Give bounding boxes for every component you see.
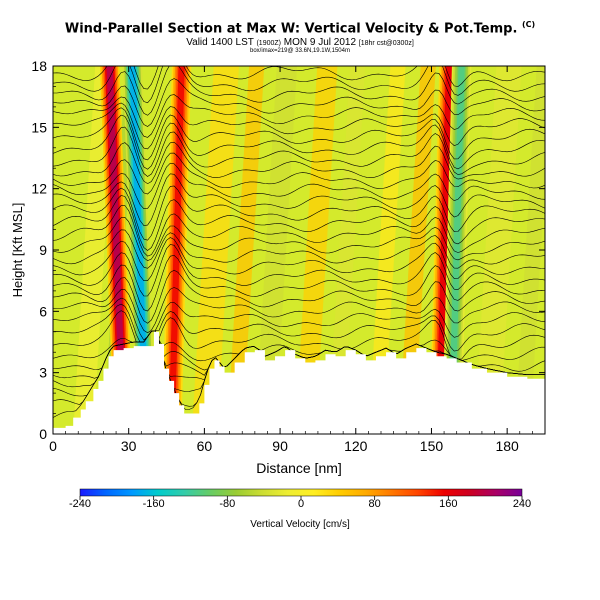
velocity-band [328,66,366,434]
theta-contour [53,244,545,297]
chart-subtitle: Valid 1400 LST (1900Z) MON 9 Jul 2012 [1… [0,37,600,48]
y-tick-label: 6 [39,303,47,319]
valid-time-utc: (1900Z) [256,40,281,47]
theta-contour [53,162,545,210]
valid-time: Valid 1400 LST [186,37,254,48]
theta-contour [53,330,545,362]
theta-contour [53,310,545,360]
plot-area [53,66,545,434]
theta-contour [53,66,545,104]
y-tick-label: 9 [39,242,47,258]
theta-contour [53,195,545,251]
y-axis: 0 3 6 9 12 15 18 [31,58,545,442]
chart-title-text: Wind-Parallel Section at Max W: Vertical… [64,21,518,37]
y-axis-label: Height [Kft MSL] [10,203,25,298]
valid-date: MON 9 Jul 2012 [283,37,357,48]
theta-contour [53,287,545,334]
terrain [53,331,545,434]
colorbar-tick-label: 0 [298,498,304,510]
x-axis: 0 30 60 90 120 150 180 [49,66,533,454]
theta-contour [53,66,545,116]
y-tick-label: 3 [39,365,47,381]
theta-contour [53,297,545,341]
colorbar-ticks: -240 -160 -80 0 80 160 240 [69,496,531,510]
x-tick-label: 180 [495,438,519,454]
velocity-band [254,66,298,434]
x-tick-label: 90 [272,438,288,454]
location-info: box/imax=219@ 33.6N,19.1W,1504m [250,48,350,54]
y-tick-label: 0 [39,426,47,442]
colorbar-tick-label: 80 [369,498,381,510]
colorbar-tick-label: 240 [513,498,531,510]
theta-contour [53,66,545,90]
velocity-band [398,66,436,434]
title-mark: (C) [521,20,536,29]
y-tick-label: 15 [31,119,47,135]
y-tick-label: 18 [31,58,47,74]
theta-contour [53,152,545,195]
theta-contour [53,114,545,170]
velocity-band [514,66,545,434]
theta-contour [53,254,545,312]
theta-contour [53,78,545,127]
velocity-core [448,66,465,434]
theta-contour [53,102,545,150]
velocity-core [106,66,127,434]
velocity-core [168,66,185,434]
y-tick-label: 12 [31,181,47,197]
theta-contour [53,216,545,262]
theta-contour [53,237,545,281]
theta-contour [53,229,545,269]
colorbar-tick-label: -240 [69,498,91,510]
theta-contour [53,269,545,324]
colorbar [79,488,523,497]
theta-contours [53,66,545,418]
x-tick-label: 120 [344,438,368,454]
velocity-band [474,66,522,434]
colorbar-tick-label: -80 [219,498,235,510]
theta-contour [53,107,545,161]
theta-contour [53,173,545,226]
theta-contour [53,303,545,352]
theta-contour [53,94,545,138]
colorbar-tick-label: -160 [143,498,165,510]
velocity-band [368,66,406,434]
theta-contour [53,141,545,185]
theta-contour [53,185,545,241]
colorbar-label: Vertical Velocity [cm/s] [250,519,350,530]
theta-contour [53,126,545,177]
x-tick-label: 150 [420,438,444,454]
x-tick-label: 30 [121,438,137,454]
colorbar-tick-label: 160 [439,498,457,510]
forecast-info: [18hr cst@0300z] [358,40,414,47]
x-tick-label: 0 [49,438,57,454]
x-tick-label: 60 [197,438,213,454]
chart-title: Wind-Parallel Section at Max W: Vertical… [0,20,600,36]
x-axis-label: Distance [nm] [256,460,342,476]
theta-contour [53,205,545,257]
